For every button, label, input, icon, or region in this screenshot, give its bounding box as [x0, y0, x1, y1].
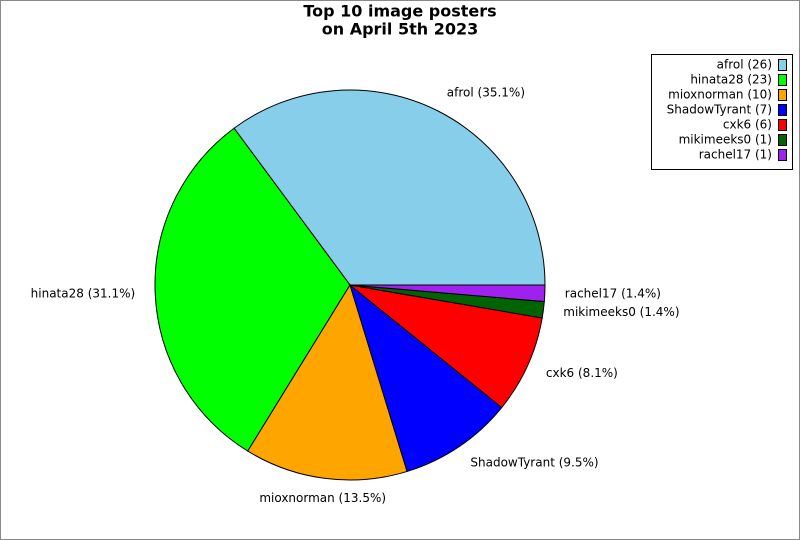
legend-swatch [778, 59, 787, 71]
chart-title: Top 10 image posters [303, 2, 496, 21]
legend-swatch [778, 89, 787, 101]
legend-label: hinata28 (23) [690, 73, 772, 87]
pie-slice [348, 284, 543, 409]
pie-slice [349, 283, 503, 473]
legend-label: ShadowTyrant (7) [667, 103, 772, 117]
legend-swatch [778, 149, 787, 161]
slice-label: mioxnorman (13.5%) [259, 491, 386, 505]
pie-slice [154, 127, 351, 452]
legend-label: mioxnorman (10) [668, 88, 772, 102]
legend-label: mikimeeks0 (1) [679, 133, 772, 147]
pie-slice [349, 284, 546, 303]
slice-label: ShadowTyrant (9.5%) [470, 456, 598, 470]
legend-swatch [778, 74, 787, 86]
legend-box [651, 54, 793, 170]
legend-label: cxk6 (6) [723, 118, 772, 132]
slice-label: rachel17 (1.4%) [565, 287, 661, 301]
legend-swatch [778, 104, 787, 116]
slice-label: cxk6 (8.1%) [546, 366, 618, 380]
pie-slice [233, 89, 546, 286]
legend-label: rachel17 (1) [699, 148, 772, 162]
slice-label: hinata28 (31.1%) [31, 287, 136, 301]
legend-label: afrol (26) [717, 58, 772, 72]
slice-label: afrol (35.1%) [447, 86, 525, 100]
legend-swatch [778, 119, 787, 131]
slice-label: mikimeeks0 (1.4%) [563, 305, 679, 319]
pie-slice [247, 283, 408, 481]
chart-title: on April 5th 2023 [322, 20, 479, 39]
legend-swatch [778, 134, 787, 146]
